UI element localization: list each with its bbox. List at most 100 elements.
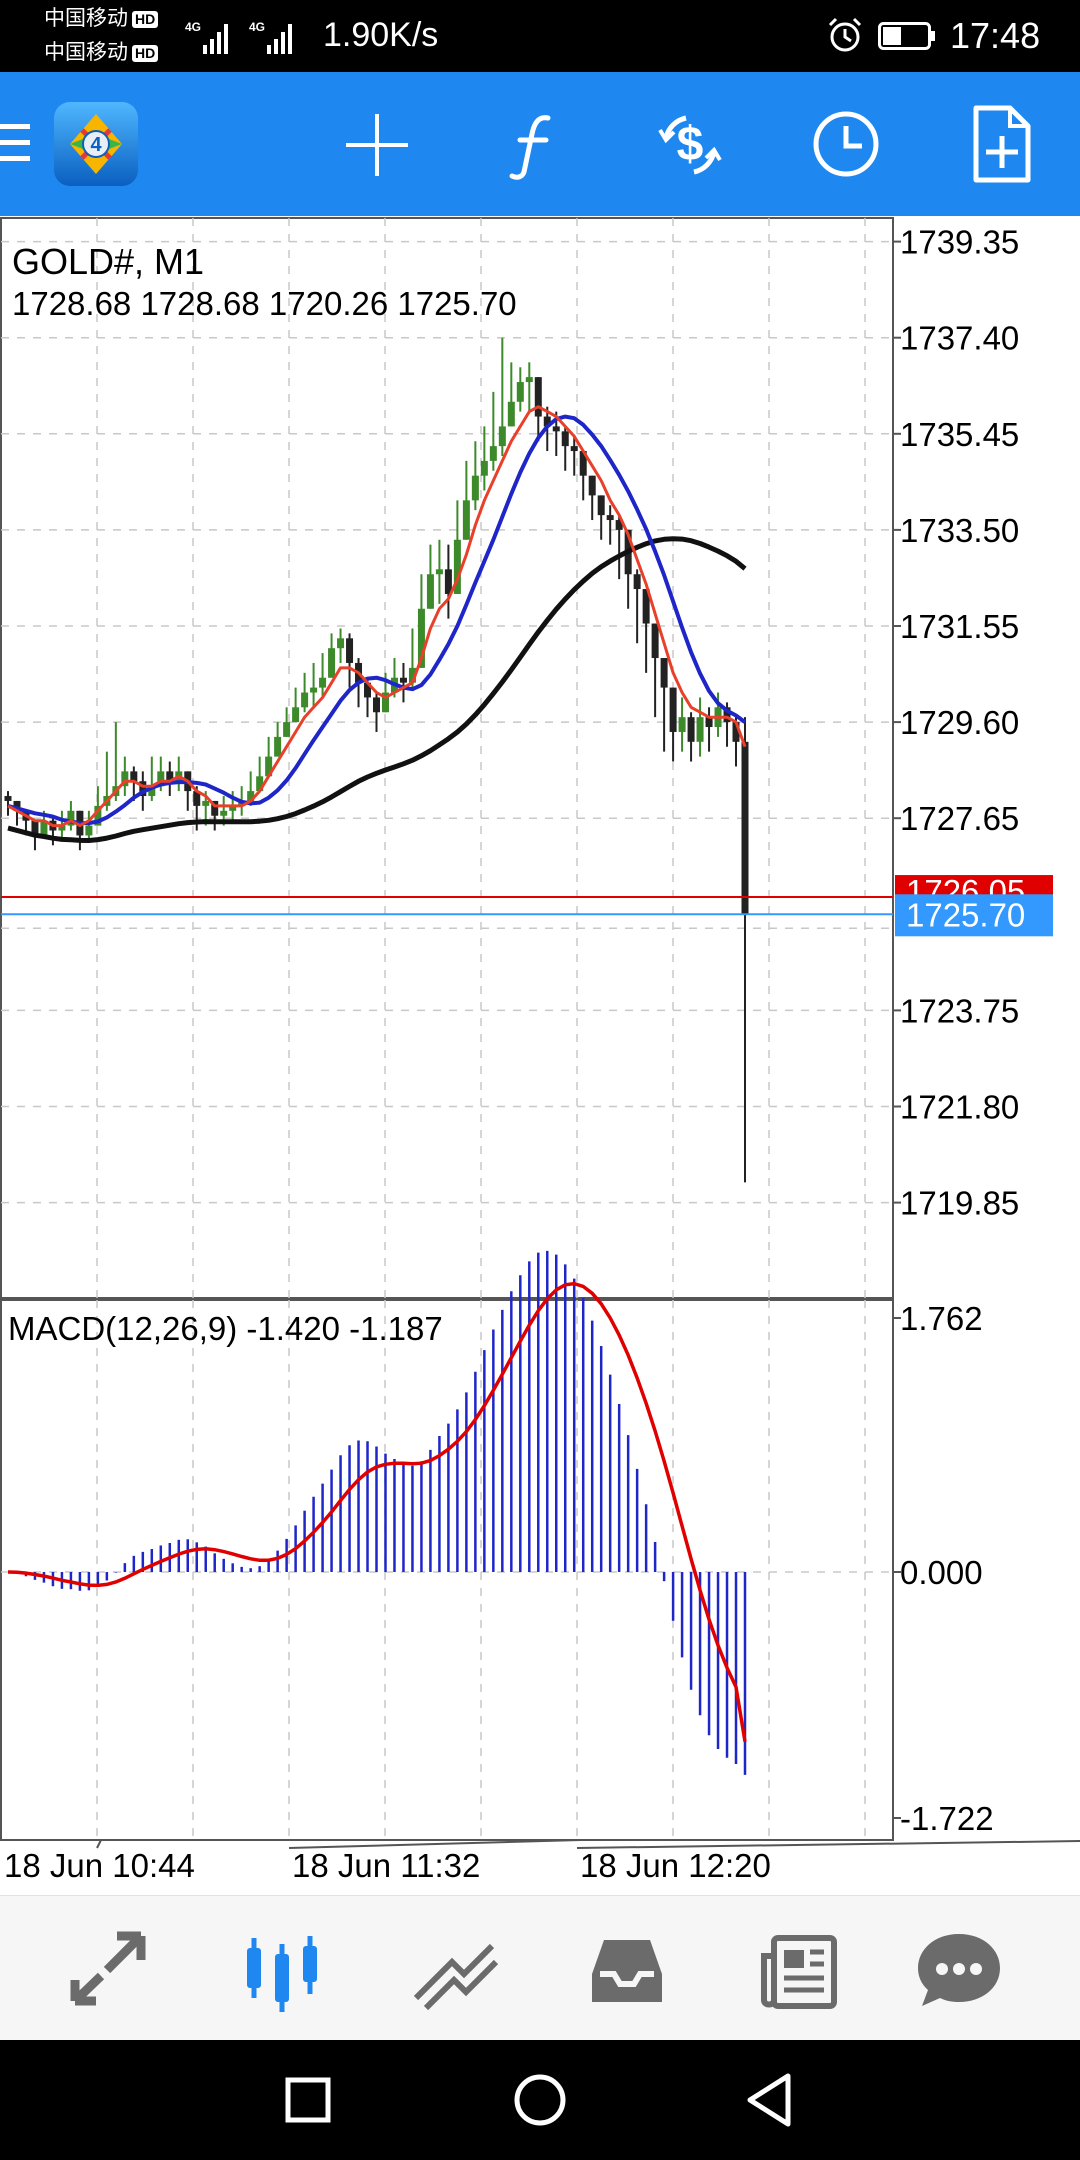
candle-body — [489, 446, 497, 461]
messages-icon[interactable] — [884, 1896, 1034, 2041]
candle-body — [687, 717, 695, 742]
candle-body — [588, 475, 596, 496]
candle-body — [552, 426, 560, 432]
price-chart[interactable]: 1739.35 1737.40 1735.45 1733.50 1731.55 1729.… — [0, 216, 1080, 1895]
candle-body — [480, 460, 488, 476]
price-tick-label: 1721.80 — [900, 1089, 1019, 1126]
candle-body — [696, 717, 704, 742]
history-icon[interactable] — [552, 1896, 702, 2041]
candle-body — [148, 786, 156, 797]
candle-body — [426, 574, 434, 609]
app-logo-icon[interactable]: 4 — [52, 100, 140, 188]
hd-badge: HD — [132, 11, 159, 28]
chart-icon[interactable] — [207, 1896, 357, 2041]
candle-body — [408, 667, 416, 683]
price-tick-label: 1731.55 — [900, 608, 1019, 645]
candle-body — [498, 426, 506, 447]
candle-body — [31, 820, 39, 836]
home-icon[interactable] — [502, 2062, 578, 2138]
macd-tick-label: -1.722 — [900, 1800, 994, 1837]
candle-body — [705, 717, 713, 728]
news-icon[interactable] — [724, 1896, 874, 2041]
candle-body — [121, 771, 129, 787]
macd-label: MACD(12,26,9) -1.420 -1.187 — [8, 1310, 443, 1347]
candle-body — [381, 692, 389, 713]
trade-icon[interactable] — [380, 1896, 530, 2041]
candle-body — [13, 800, 21, 811]
candle-body — [220, 810, 228, 816]
candle-body — [139, 781, 147, 797]
candle-body — [373, 697, 380, 713]
candle-body — [166, 771, 174, 782]
candle-body — [94, 805, 102, 826]
menu-icon[interactable] — [0, 120, 32, 168]
candle-body — [723, 707, 731, 723]
candle-body — [58, 825, 66, 831]
candle-body — [310, 687, 318, 693]
main-pane-frame — [0, 217, 894, 1299]
candle-body — [67, 810, 75, 826]
trade-icon[interactable]: $ — [650, 108, 730, 182]
candle-body — [543, 416, 551, 427]
svg-text:$: $ — [677, 118, 704, 171]
quotes-icon[interactable] — [35, 1896, 185, 2041]
candle-body — [633, 574, 641, 590]
candle-body — [435, 569, 443, 575]
candle-body — [229, 805, 237, 811]
bottom-navigation — [0, 1895, 1080, 2041]
candle-body — [561, 431, 569, 447]
candle-body — [399, 677, 407, 683]
crosshair-icon[interactable] — [342, 110, 412, 180]
candle-body — [40, 820, 48, 836]
carrier-2: 中国移动 HD — [44, 41, 159, 65]
price-tick-label: 1719.85 — [900, 1185, 1019, 1222]
chart-grid — [0, 217, 894, 1841]
time-axis-label: 18 Jun 12:20 — [580, 1847, 771, 1884]
time-axis-label: 18 Jun 10:44 — [4, 1847, 195, 1884]
candle-body — [732, 722, 740, 742]
time-tick-mark — [96, 1839, 102, 1849]
candle-body — [516, 382, 524, 402]
candle-body — [283, 722, 291, 737]
candle-body — [364, 682, 372, 698]
candle-body — [4, 796, 12, 801]
candle-body — [319, 677, 327, 688]
bid-price-tag — [895, 894, 1053, 937]
candle-body — [678, 717, 686, 732]
macd-signal-line — [7, 1281, 747, 1742]
time-tick-mark — [576, 1840, 1080, 1849]
candle-body — [642, 589, 650, 624]
candle-body — [444, 569, 452, 594]
candle-body — [265, 756, 273, 777]
candle-body — [651, 623, 659, 659]
price-tick-label: 1735.45 — [900, 416, 1019, 453]
carrier-1: 中国移动 HD — [44, 7, 159, 31]
candle-body — [256, 776, 264, 792]
candle-body — [274, 736, 282, 757]
main-chart-pane — [1, 337, 893, 1183]
price-tick-label: 1727.65 — [900, 800, 1019, 837]
candle-body — [597, 495, 605, 516]
price-tick-label: 1739.35 — [900, 224, 1019, 261]
alarm-icon — [828, 17, 862, 52]
recents-icon[interactable] — [270, 2062, 346, 2138]
template-icon[interactable] — [970, 104, 1034, 184]
timeframe-icon[interactable] — [810, 108, 882, 180]
macd-tick-label: 1.762 — [900, 1300, 983, 1337]
candle-body — [579, 451, 587, 476]
indicators-icon[interactable] — [500, 110, 570, 180]
candle-body — [660, 658, 668, 688]
system-navigation-bar — [0, 2040, 1080, 2160]
candle-body — [669, 687, 677, 732]
candle-body — [202, 800, 210, 806]
logo-badge: 4 — [90, 134, 102, 156]
network-speed: 1.90K/s — [323, 16, 439, 54]
candle-body — [606, 515, 614, 521]
price-tick-label: 1733.50 — [900, 512, 1019, 549]
back-icon[interactable] — [732, 2062, 808, 2138]
time-axis-label: 18 Jun 11:32 — [292, 1847, 480, 1884]
candle-body — [193, 791, 201, 806]
ohlc-label: 1728.68 1728.68 1720.26 1725.70 — [12, 285, 517, 322]
candle-body — [471, 475, 479, 501]
macd-tick-label: 0.000 — [900, 1554, 983, 1591]
